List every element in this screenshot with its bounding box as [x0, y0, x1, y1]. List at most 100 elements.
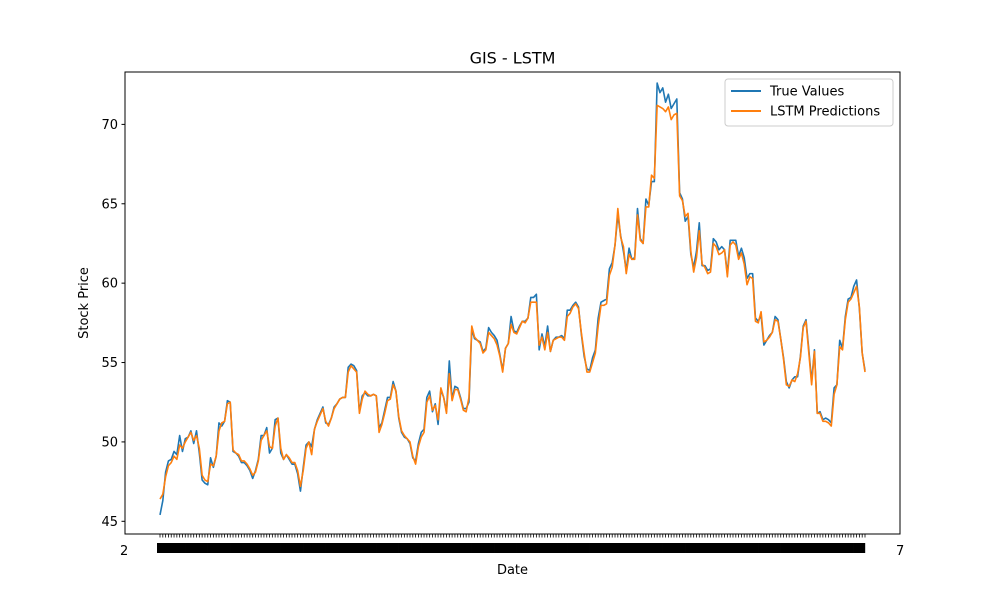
x-tick-label-glyph [505, 543, 512, 553]
x-tick-label-glyph [353, 543, 360, 553]
x-tick-label-glyph [814, 543, 821, 553]
x-tick-label-glyph [825, 543, 832, 553]
y-tick-label: 70 [101, 118, 118, 133]
x-tick-label-glyph [235, 543, 242, 553]
x-tick-label-glyph [606, 543, 613, 553]
x-tick-label-glyph [331, 543, 338, 553]
x-tick-label-glyph [342, 543, 349, 553]
x-tick-label-glyph [758, 543, 765, 553]
x-tick-label-glyph [729, 543, 736, 553]
x-tick-label-glyph [224, 543, 231, 553]
x-tick-label-glyph [578, 543, 585, 553]
x-tick-label-glyph [398, 543, 405, 553]
x-tick-label-glyph [286, 543, 293, 553]
y-ticks: 45 50 55 60 65 70 [101, 118, 125, 530]
x-tick-label-glyph [589, 543, 596, 553]
x-tick-label-glyph [347, 543, 354, 553]
x-tick-label-glyph [679, 543, 686, 553]
x-tick-label-glyph [269, 543, 276, 553]
x-tick-label-glyph [685, 543, 692, 553]
x-ticks [157, 534, 866, 553]
y-axis-label: Stock Price [77, 267, 92, 339]
x-tick-label-glyph [168, 543, 175, 553]
x-tick-label-glyph [662, 543, 669, 553]
x-tick-label-glyph [252, 543, 259, 553]
x-tick-label-glyph [426, 543, 433, 553]
legend-frame [724, 78, 894, 127]
x-tick-label-glyph [437, 543, 444, 553]
x-tick-label-glyph [454, 543, 461, 553]
x-tick-label-glyph [831, 543, 838, 553]
y-tick-label: 55 [101, 356, 118, 371]
chart-title: GIS - LSTM [470, 49, 556, 68]
x-tick-label-glyph [718, 543, 725, 553]
x-tick-label-glyph [847, 543, 854, 553]
plot-area: 45 50 55 60 65 70 [101, 71, 901, 553]
x-tick-label-glyph [471, 543, 478, 553]
x-tick-label-glyph [808, 543, 815, 553]
x-tick-label-glyph [499, 543, 506, 553]
x-tick-label-glyph [510, 543, 517, 553]
x-tick-label-glyph [859, 543, 866, 553]
x-tick-label-first: 2 [120, 544, 128, 559]
x-tick-label-glyph [449, 543, 456, 553]
x-tick-label-glyph [724, 543, 731, 553]
x-tick-label-glyph [443, 543, 450, 553]
x-tick-label-glyph [179, 543, 186, 553]
x-tick-label-glyph [488, 543, 495, 553]
x-tick-label-glyph [230, 543, 237, 553]
x-tick-label-glyph [673, 543, 680, 553]
x-tick-label-glyph [735, 543, 742, 553]
x-tick-label-glyph [376, 543, 383, 553]
x-tick-label-glyph [701, 543, 708, 553]
x-tick-label-glyph [544, 543, 551, 553]
x-tick-label-glyph [612, 543, 619, 553]
plot-frame [124, 71, 901, 535]
x-tick-label-glyph [853, 543, 860, 553]
x-tick-label-glyph [769, 543, 776, 553]
x-tick-label-glyph [550, 543, 557, 553]
x-tick-label-glyph [640, 543, 647, 553]
x-tick-label-glyph [763, 543, 770, 553]
x-tick-label-glyph [623, 543, 630, 553]
x-tick-label-glyph [600, 543, 607, 553]
x-tick-label-glyph [246, 543, 253, 553]
x-tick-label-glyph [325, 543, 332, 553]
x-tick-label-glyph [314, 543, 321, 553]
x-tick-label-glyph [791, 543, 798, 553]
x-tick-label-glyph [364, 543, 371, 553]
x-tick-label-glyph [241, 543, 248, 553]
legend-label-true-values: True Values [769, 85, 844, 100]
x-tick-label-glyph [213, 543, 220, 553]
x-tick-label-glyph [465, 543, 472, 553]
x-tick-label-glyph [201, 543, 208, 553]
x-tick-label-glyph [522, 543, 529, 553]
x-tick-label-glyph [651, 543, 658, 553]
y-tick-label: 50 [101, 435, 118, 450]
x-tick-label-glyph [336, 543, 343, 553]
x-tick-label-glyph [297, 543, 304, 553]
x-tick-label-glyph [690, 543, 697, 553]
x-tick-label-glyph [494, 543, 501, 553]
x-tick-label-glyph [842, 543, 849, 553]
x-tick-label-glyph [696, 543, 703, 553]
x-tick-label-glyph [668, 543, 675, 553]
x-tick-label-glyph [263, 543, 270, 553]
x-tick-label-glyph [359, 543, 366, 553]
y-tick-label: 60 [101, 277, 118, 292]
x-tick-label-glyph [656, 543, 663, 553]
x-tick-label-glyph [527, 543, 534, 553]
x-tick-label-glyph [713, 543, 720, 553]
x-tick-label-glyph [741, 543, 748, 553]
x-tick-label-glyph [196, 543, 203, 553]
x-tick-label-glyph [819, 543, 826, 553]
x-tick-label-glyph [477, 543, 484, 553]
x-tick-label-glyph [786, 543, 793, 553]
x-tick-label-glyph [274, 543, 281, 553]
x-tick-label-glyph [303, 543, 310, 553]
x-tick-label-glyph [628, 543, 635, 553]
x-tick-label-glyph [162, 543, 169, 553]
x-tick-label-glyph [404, 543, 411, 553]
x-tick-label-glyph [707, 543, 714, 553]
